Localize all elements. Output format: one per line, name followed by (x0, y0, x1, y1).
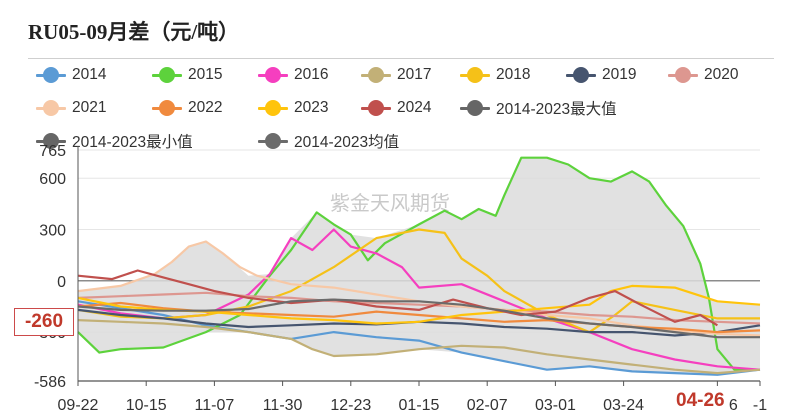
series-line-2015 (77, 156, 760, 371)
y-tick-label: 0 (57, 274, 66, 291)
x-tick-label: -1 (753, 397, 767, 414)
legend-marker (566, 64, 596, 86)
legend-item-2019[interactable]: 2019 (566, 64, 636, 86)
legend-label: 2023 (294, 99, 329, 116)
x-tick-label: 09-22 (58, 397, 99, 414)
legend-item-2014-2023最小值[interactable]: 2014-2023最小值 (36, 130, 193, 152)
x-tick-label: 12-23 (330, 397, 371, 414)
chart-title: RU05-09月差（元/吨） (28, 20, 240, 44)
title-divider (28, 58, 774, 59)
legend-label: 2016 (294, 66, 329, 83)
x-tick-label: 03-01 (535, 397, 576, 414)
series-line-2018 (77, 228, 760, 334)
legend-marker (258, 97, 288, 119)
legend-item-2020[interactable]: 2020 (668, 64, 738, 86)
legend-marker (361, 97, 391, 119)
legend-label: 2022 (188, 99, 223, 116)
series-line-2021 (77, 240, 761, 337)
legend-item-2014[interactable]: 2014 (36, 64, 106, 86)
legend-item-2017[interactable]: 2017 (361, 64, 431, 86)
series-line-2017 (77, 319, 761, 375)
y-tick-label: -586 (34, 374, 66, 391)
legend-label: 2015 (188, 66, 223, 83)
legend-label: 2014-2023均值 (294, 134, 400, 151)
range-band (78, 157, 760, 375)
legend-marker (36, 97, 66, 119)
legend-marker (36, 130, 66, 152)
legend: 2014 2015 2016 2017 2018 2019 2020 2021 2022 2023… (0, 0, 790, 160)
series-line-2016 (77, 228, 761, 371)
legend-marker (460, 97, 490, 119)
legend-marker (668, 64, 698, 86)
y-tick-label: 300 (39, 223, 66, 240)
legend-marker (460, 64, 490, 86)
current-value-tag: -260 (14, 308, 74, 336)
legend-label: 2018 (496, 66, 531, 83)
watermark: 紫金天风期货 (330, 191, 450, 215)
legend-label: 2019 (602, 66, 637, 83)
legend-item-2018[interactable]: 2018 (460, 64, 530, 86)
current-date-tag: 04-26 (672, 390, 729, 412)
series-line-2024 (77, 269, 718, 327)
series-line-2020 (77, 291, 761, 325)
legend-label: 2021 (72, 99, 107, 116)
legend-item-2024[interactable]: 2024 (361, 97, 431, 119)
legend-item-2022[interactable]: 2022 (152, 97, 222, 119)
y-tick-label: 600 (39, 171, 66, 188)
x-tick-label: 02-07 (467, 397, 508, 414)
legend-item-2023[interactable]: 2023 (258, 97, 328, 119)
legend-label: 2014-2023最小值 (72, 134, 193, 151)
legend-marker (258, 130, 288, 152)
legend-item-2016[interactable]: 2016 (258, 64, 328, 86)
legend-label: 2024 (397, 99, 432, 116)
y-tick-label: 765 (39, 143, 66, 160)
series-line-2014-2023均值 (77, 298, 760, 339)
legend-marker (36, 64, 66, 86)
legend-label: 2020 (704, 66, 739, 83)
x-tick-label: 03-24 (603, 397, 644, 414)
legend-marker (152, 97, 182, 119)
x-tick-label: 01-15 (399, 397, 440, 414)
x-tick-label: 10-15 (126, 397, 167, 414)
legend-item-2015[interactable]: 2015 (152, 64, 222, 86)
legend-label: 2014 (72, 66, 107, 83)
legend-marker (258, 64, 288, 86)
legend-marker (361, 64, 391, 86)
legend-label: 2017 (397, 66, 432, 83)
x-tick-label: 11-07 (195, 397, 235, 414)
legend-item-2021[interactable]: 2021 (36, 97, 106, 119)
legend-item-2014-2023最大值[interactable]: 2014-2023最大值 (460, 97, 617, 119)
legend-label: 2014-2023最大值 (496, 101, 617, 118)
legend-item-2014-2023均值[interactable]: 2014-2023均值 (258, 130, 399, 152)
x-tick-label: 11-30 (263, 397, 303, 414)
legend-marker (152, 64, 182, 86)
